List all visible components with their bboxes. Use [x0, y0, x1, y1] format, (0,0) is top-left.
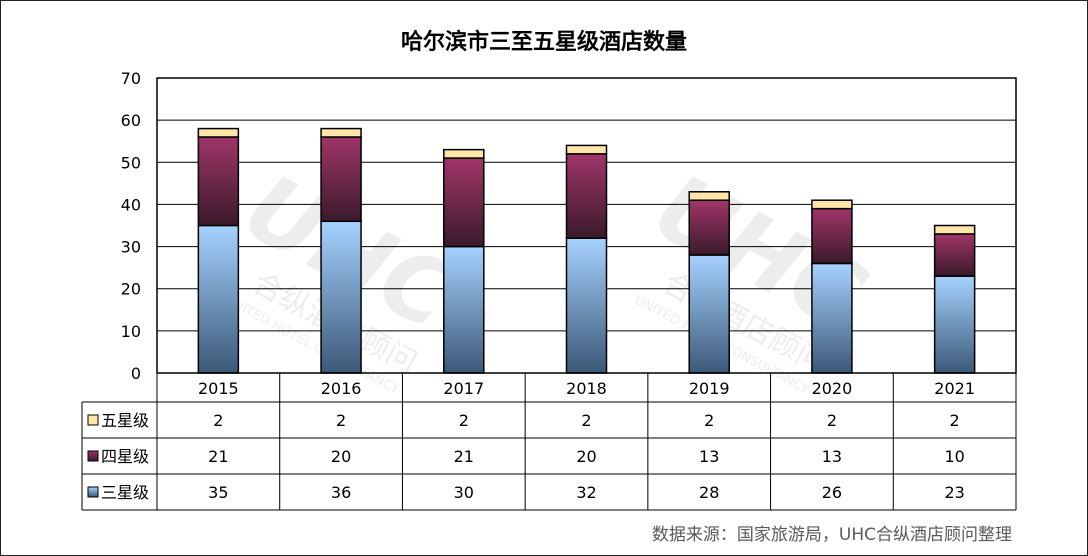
- table-cell: 23: [944, 483, 964, 502]
- table-cell: 36: [331, 483, 351, 502]
- bar-four-star: [688, 199, 730, 256]
- bar-three-star: [811, 262, 853, 374]
- bar-five-star: [565, 144, 608, 155]
- table-cell: 21: [454, 447, 474, 466]
- table-cell: 13: [822, 447, 842, 466]
- y-tick-label: 30: [121, 238, 141, 257]
- bar-five-star: [811, 199, 853, 210]
- bar-five-star: [443, 148, 485, 159]
- legend-key: [87, 450, 99, 462]
- bar-three-star: [688, 254, 730, 374]
- table-cell: 2: [950, 411, 960, 430]
- table-cell: 2: [459, 411, 469, 430]
- y-tick-label: 50: [121, 153, 141, 172]
- y-tick-label: 60: [121, 111, 141, 130]
- table-cell: 20: [331, 447, 351, 466]
- y-tick-label: 0: [131, 364, 141, 383]
- bar-five-star: [320, 127, 362, 138]
- bar-four-star: [320, 136, 362, 223]
- bar-three-star: [443, 245, 485, 374]
- x-tick-label: 2016: [321, 379, 362, 398]
- table-cell: 2: [704, 411, 714, 430]
- y-tick-label: 20: [121, 280, 141, 299]
- table-cell: 20: [576, 447, 596, 466]
- bar-three-star: [197, 224, 240, 374]
- table-cell: 13: [699, 447, 719, 466]
- bar-four-star: [933, 233, 976, 277]
- table-cell: 2: [827, 411, 837, 430]
- table-cell: 2: [336, 411, 346, 430]
- bar-three-star: [933, 275, 976, 374]
- x-tick-label: 2017: [443, 379, 484, 398]
- bar-four-star: [811, 207, 853, 265]
- y-tick-label: 70: [121, 69, 141, 88]
- x-tick-label: 2018: [566, 379, 607, 398]
- table-row-label: 三星级: [101, 483, 149, 502]
- x-tick-label: 2015: [198, 379, 239, 398]
- x-tick-label: 2019: [689, 379, 730, 398]
- bar-four-star: [197, 136, 240, 227]
- x-tick-label: 2021: [934, 379, 975, 398]
- table-row-label: 五星级: [101, 411, 149, 430]
- bar-four-star: [443, 157, 485, 248]
- table-row-label: 四星级: [101, 447, 149, 466]
- x-tick-label: 2020: [812, 379, 853, 398]
- bar-five-star: [197, 127, 240, 138]
- chart-title: 哈尔滨市三至五星级酒店数量: [400, 30, 687, 55]
- bar-four-star: [565, 153, 608, 239]
- legend-key: [87, 486, 99, 498]
- table-cell: 10: [944, 447, 964, 466]
- y-tick-label: 10: [121, 322, 141, 341]
- table-cell: 35: [208, 483, 228, 502]
- table-cell: 30: [454, 483, 474, 502]
- table-cell: 2: [581, 411, 591, 430]
- bar-three-star: [320, 220, 362, 374]
- plot-area-border: [156, 77, 1017, 374]
- source-note: 数据来源：国家旅游局，UHC合纵酒店顾问整理: [651, 525, 1012, 545]
- bar-five-star: [933, 224, 976, 235]
- y-tick-label: 40: [121, 195, 141, 214]
- table-cell: 28: [699, 483, 719, 502]
- table-cell: 32: [576, 483, 596, 502]
- bar-three-star: [565, 237, 608, 374]
- table-cell: 26: [822, 483, 842, 502]
- bar-five-star: [688, 191, 730, 201]
- table-cell: 2: [213, 411, 223, 430]
- table-cell: 21: [208, 447, 228, 466]
- legend-key: [87, 414, 99, 426]
